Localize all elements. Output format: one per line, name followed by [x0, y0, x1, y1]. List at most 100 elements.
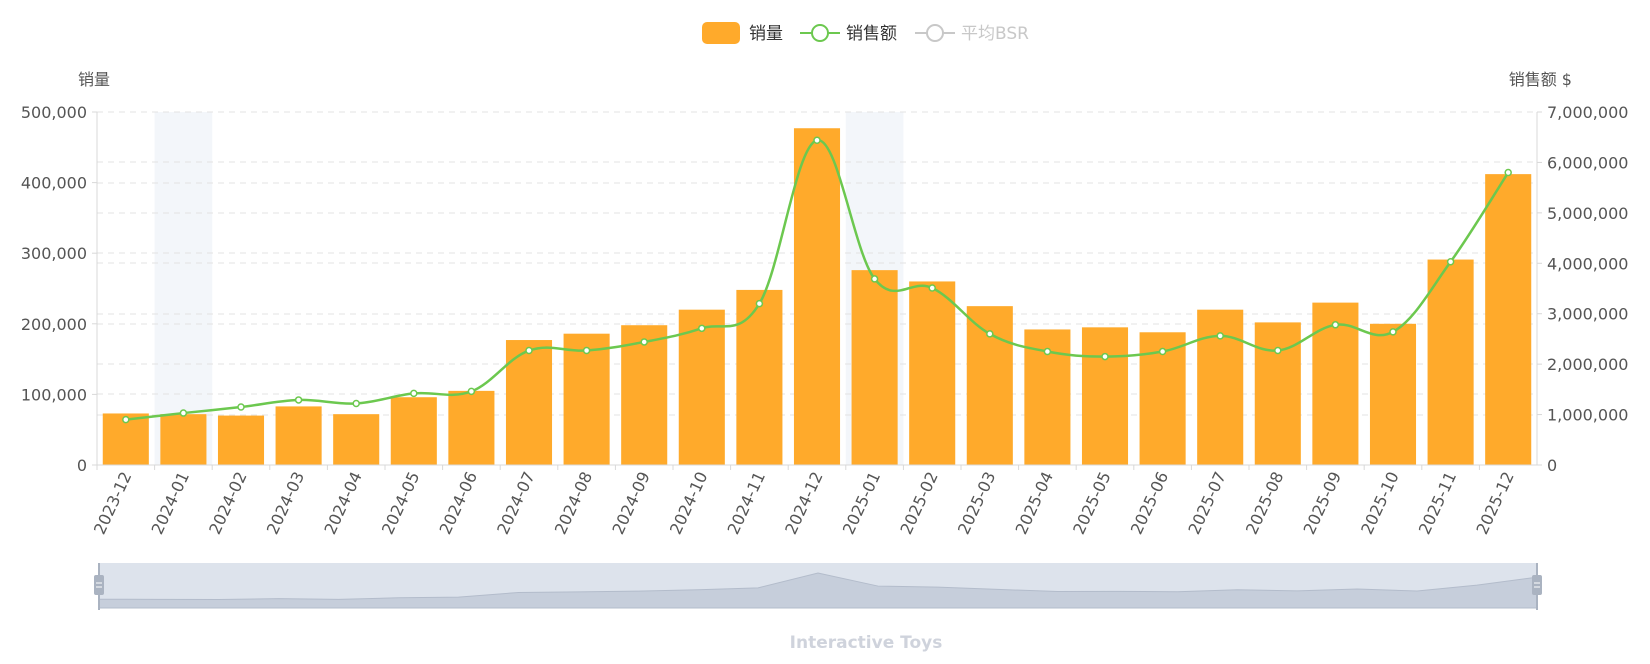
x-axis-tick-label: 2025-12	[1472, 469, 1517, 538]
zoom-handle-right[interactable]	[1532, 575, 1542, 595]
x-axis-tick-label: 2024-08	[551, 469, 596, 538]
bar	[793, 128, 841, 465]
left-axis-title: 销量	[78, 70, 110, 89]
line-point	[122, 415, 130, 424]
x-axis-tick-label: 2024-07	[493, 469, 538, 538]
bar	[966, 306, 1013, 465]
bar	[1081, 327, 1129, 465]
bar	[1485, 174, 1532, 466]
left-axis-tick-label: 500,000	[21, 103, 87, 122]
left-axis-tick-label: 400,000	[21, 174, 87, 193]
line-point	[813, 136, 821, 144]
line-point	[1389, 328, 1397, 336]
right-axis-tick-label: 5,000,000	[1547, 204, 1628, 223]
x-axis-tick-label: 2024-02	[205, 469, 250, 538]
category-footer-label: Interactive Toys	[790, 633, 943, 653]
line-point	[1504, 168, 1512, 177]
x-axis-tick-label: 2025-03	[954, 469, 999, 538]
line-point	[467, 387, 476, 396]
bar	[909, 281, 956, 465]
bar	[390, 397, 437, 465]
line-point	[928, 284, 936, 292]
line-point	[237, 403, 245, 411]
line-point	[1043, 347, 1052, 356]
line-series	[122, 136, 1512, 424]
right-axis-tick-label: 3,000,000	[1547, 305, 1628, 324]
left-axis-tick-label: 100,000	[21, 385, 87, 404]
bar	[160, 414, 207, 465]
line-point	[1216, 332, 1224, 340]
x-axis-tick-label: 2025-08	[1242, 469, 1287, 538]
line-point	[410, 389, 418, 398]
legend-item-sales-amount[interactable]: 销售额	[800, 24, 897, 44]
line-point	[698, 324, 706, 333]
left-axis-tick-label: 0	[77, 456, 87, 475]
x-axis-tick-label: 2025-05	[1069, 469, 1114, 538]
line-point	[582, 346, 591, 355]
line-point	[640, 338, 648, 346]
right-axis-tick-label: 7,000,000	[1547, 103, 1628, 122]
data-zoom-slider[interactable]	[94, 563, 1542, 610]
left-axis-tick-label: 300,000	[21, 244, 87, 263]
legend-marker-swatch-off	[926, 24, 944, 42]
legend-bar-swatch	[702, 22, 740, 44]
highlight-band	[154, 112, 213, 465]
bar-series	[102, 128, 1532, 466]
x-axis-tick-label: 2024-12	[781, 469, 826, 538]
legend-label-sales-amount: 销售额	[846, 24, 897, 44]
zoom-handle-left[interactable]	[94, 575, 104, 595]
line-point	[986, 330, 994, 338]
line-point	[1446, 258, 1455, 266]
right-axis-tick-label: 2,000,000	[1547, 355, 1628, 374]
bar	[851, 270, 898, 465]
x-axis-tick-label: 2024-05	[378, 469, 423, 538]
x-axis-tick-label: 2025-02	[896, 469, 941, 538]
bar	[217, 415, 265, 465]
line-point	[1158, 347, 1167, 356]
bar	[1254, 322, 1301, 465]
x-axis-tick-label: 2025-01	[839, 469, 884, 538]
right-axis-tick-label: 0	[1547, 456, 1557, 475]
zoom-preview-area	[98, 572, 1538, 609]
right-axis-tick-label: 4,000,000	[1547, 254, 1628, 273]
line-point	[1331, 321, 1340, 329]
bar	[1369, 323, 1417, 465]
x-axis-tick-label: 2024-01	[148, 469, 193, 538]
x-axis-tick-label: 2024-09	[608, 469, 653, 538]
legend: 销量 销售额 平均BSR	[702, 22, 1029, 44]
bar	[275, 406, 322, 465]
line-point	[755, 299, 764, 308]
line-point	[294, 396, 303, 404]
x-axis-tick-label: 2024-06	[436, 469, 481, 538]
legend-item-avg-bsr[interactable]: 平均BSR	[915, 24, 1029, 44]
legend-label-avg-bsr: 平均BSR	[961, 24, 1029, 44]
x-axis-tick-label: 2025-06	[1127, 469, 1172, 538]
line-point	[870, 275, 879, 283]
line-point	[525, 346, 533, 355]
x-axis-tick-label: 2025-11	[1415, 469, 1460, 538]
x-axis-tick-label: 2024-03	[263, 469, 308, 538]
x-axis-tick-label: 2023-12	[90, 469, 135, 538]
bar	[621, 325, 668, 465]
right-axis-tick-label: 6,000,000	[1547, 153, 1628, 172]
bar	[333, 414, 380, 465]
bar	[563, 333, 610, 465]
x-axis-tick-label: 2025-09	[1300, 469, 1345, 538]
legend-marker-swatch	[811, 24, 829, 42]
legend-item-sales-volume[interactable]: 销量	[702, 22, 783, 44]
right-axis-title: 销售额 $	[1509, 70, 1572, 89]
sales-amount-line	[125, 138, 1510, 421]
legend-label-sales-volume: 销量	[749, 24, 783, 44]
x-axis-tick-label: 2024-10	[666, 469, 711, 538]
bar	[736, 289, 783, 465]
line-point	[179, 409, 188, 417]
line-point	[1101, 352, 1109, 361]
x-axis-tick-label: 2025-10	[1357, 469, 1402, 538]
line-point	[352, 399, 360, 408]
x-axis-tick-label: 2024-11	[724, 469, 769, 538]
x-axis-tick-label: 2025-07	[1184, 469, 1229, 538]
line-point	[1274, 346, 1282, 355]
bar	[1427, 259, 1474, 465]
